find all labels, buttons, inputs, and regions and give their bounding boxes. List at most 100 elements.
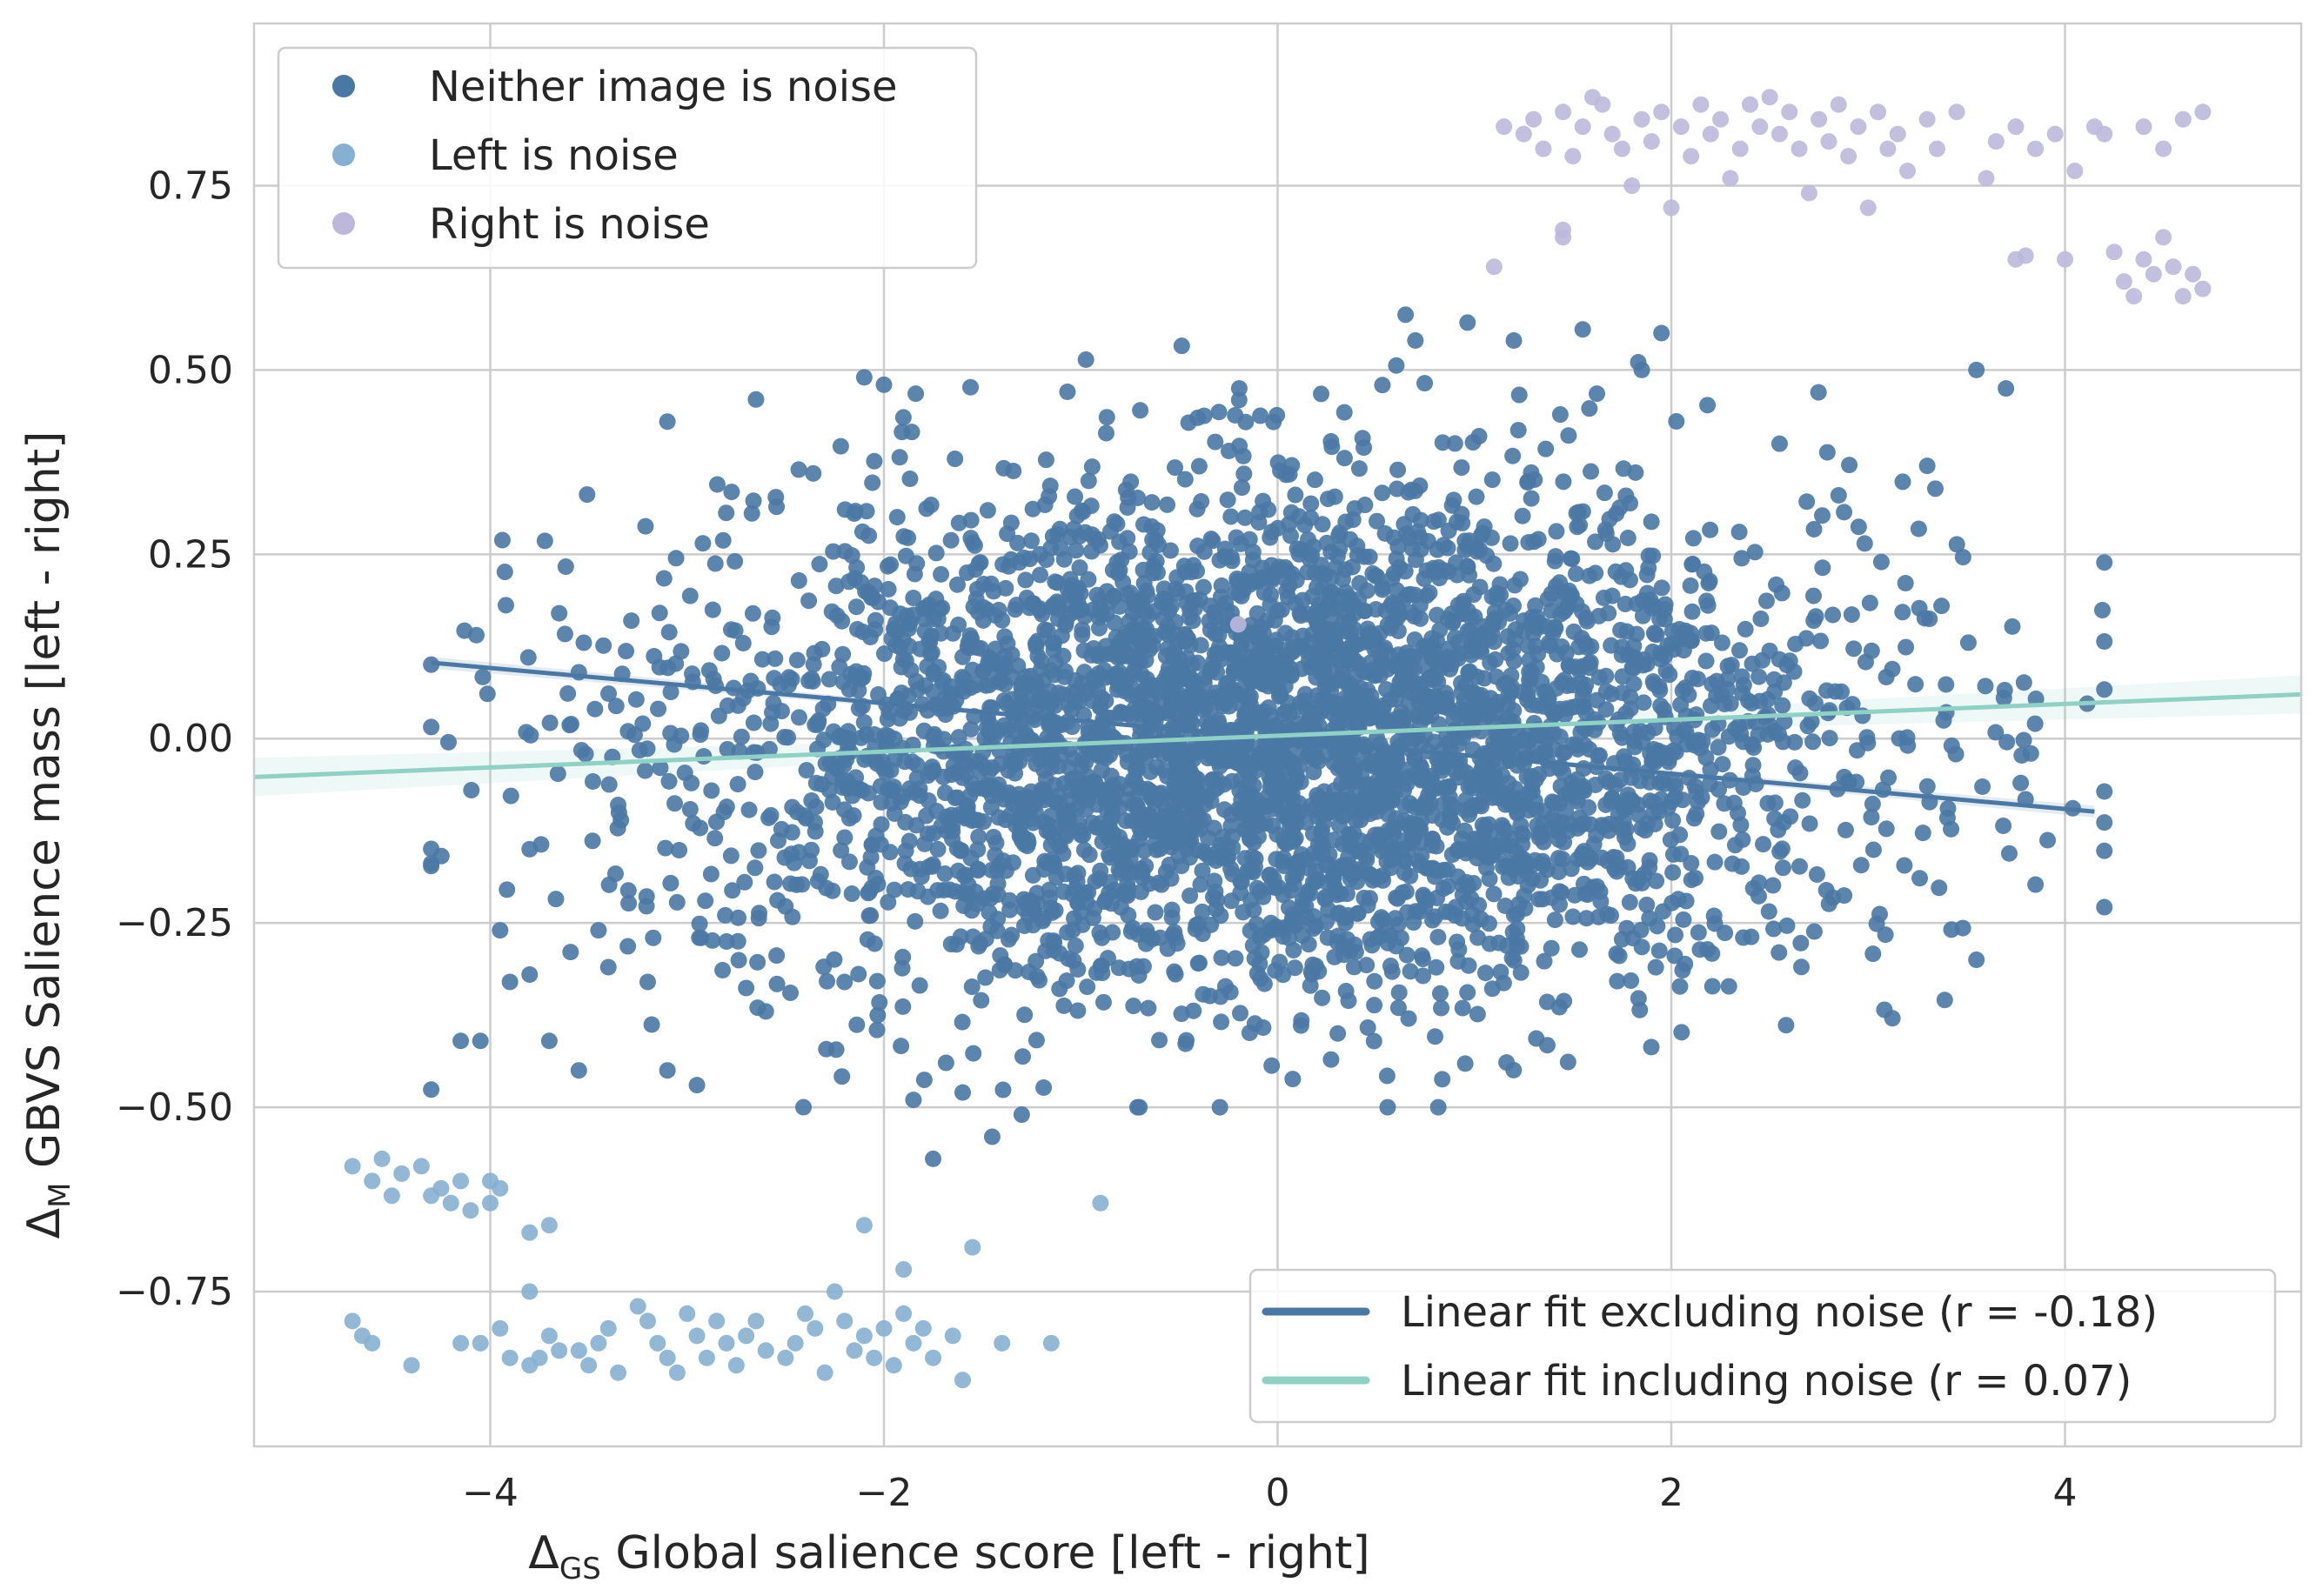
scatter-point-neither-noise: [722, 847, 740, 865]
scatter-point-neither-noise: [1075, 841, 1093, 858]
scatter-point-neither-noise: [843, 885, 860, 903]
scatter-point-neither-noise: [2012, 774, 2030, 791]
scatter-point-right-noise: [1633, 110, 1650, 128]
scatter-point-neither-noise: [1852, 857, 1870, 874]
scatter-point-neither-noise: [1165, 800, 1182, 818]
scatter-point-neither-noise: [1009, 534, 1027, 551]
scatter-point-neither-noise: [1313, 825, 1330, 842]
scatter-point-neither-noise: [1382, 758, 1400, 775]
scatter-point-neither-noise: [1088, 586, 1106, 604]
scatter-point-neither-noise: [1483, 471, 1501, 489]
scatter-point-neither-noise: [549, 765, 566, 783]
scatter-point-neither-noise: [1630, 990, 1647, 1007]
scatter-point-neither-noise: [1305, 764, 1322, 781]
scatter-point-neither-noise: [1777, 1017, 1795, 1034]
scatter-point-neither-noise: [1701, 775, 1718, 792]
scatter-point-neither-noise: [1574, 321, 1591, 338]
scatter-point-neither-noise: [1359, 1018, 1376, 1036]
scatter-point-neither-noise: [907, 817, 925, 834]
scatter-point-neither-noise: [818, 1040, 835, 1058]
scatter-point-neither-noise: [1195, 543, 1213, 560]
scatter-point-neither-noise: [1568, 565, 1585, 583]
scatter-point-neither-noise: [1355, 889, 1373, 906]
scatter-point-neither-noise: [1510, 386, 1528, 404]
scatter-point-neither-noise: [1244, 864, 1262, 881]
scatter-point-neither-noise: [833, 842, 850, 859]
scatter-point-neither-noise: [1202, 621, 1219, 638]
scatter-point-neither-noise: [1590, 908, 1607, 925]
scatter-point-neither-noise: [1845, 640, 1863, 658]
scatter-point-neither-noise: [1622, 495, 1639, 512]
scatter-point-left-noise: [412, 1158, 430, 1175]
scatter-point-neither-noise: [982, 575, 1000, 592]
scatter-point-neither-noise: [692, 726, 709, 744]
scatter-point-neither-noise: [2039, 831, 2057, 849]
scatter-point-neither-noise: [908, 770, 926, 787]
scatter-point-neither-noise: [1638, 896, 1656, 913]
scatter-point-neither-noise: [1449, 650, 1467, 667]
scatter-point-neither-noise: [954, 679, 972, 697]
scatter-point-neither-noise: [800, 592, 818, 610]
scatter-point-neither-noise: [1472, 527, 1489, 544]
scatter-point-neither-noise: [1036, 621, 1054, 638]
scatter-point-neither-noise: [1281, 577, 1298, 594]
scatter-point-neither-noise: [1591, 883, 1609, 900]
scatter-point-neither-noise: [924, 856, 941, 873]
scatter-point-right-noise: [1850, 118, 1867, 136]
scatter-point-neither-noise: [1267, 962, 1284, 979]
fit-legend-box: [1248, 1268, 2277, 1424]
scatter-point-neither-noise: [1222, 860, 1240, 878]
scatter-point-neither-noise: [1910, 520, 1927, 538]
scatter-point-neither-noise: [1620, 791, 1637, 808]
scatter-point-neither-noise: [1341, 791, 1358, 808]
legend-label-left-noise: Left is noise: [429, 131, 679, 180]
scatter-point-neither-noise: [1253, 631, 1270, 649]
y-tick-label: 0.50: [148, 348, 233, 392]
scatter-point-neither-noise: [1080, 571, 1097, 588]
scatter-legend-box: [277, 46, 978, 270]
scatter-point-neither-noise: [694, 535, 712, 552]
scatter-point-neither-noise: [990, 673, 1007, 691]
scatter-point-neither-noise: [1704, 978, 1721, 995]
scatter-point-neither-noise: [944, 831, 961, 848]
scatter-point-neither-noise: [1548, 523, 1565, 540]
scatter-point-neither-noise: [1130, 926, 1148, 944]
scatter-point-neither-noise: [1092, 862, 1109, 879]
scatter-point-neither-noise: [1625, 675, 1643, 692]
scatter-point-neither-noise: [1821, 702, 1838, 719]
scatter-point-neither-noise: [1101, 874, 1119, 891]
scatter-point-neither-noise: [1188, 795, 1205, 812]
scatter-point-neither-noise: [638, 888, 655, 905]
scatter-point-neither-noise: [1995, 818, 2012, 835]
scatter-point-neither-noise: [1555, 473, 1572, 491]
scatter-point-neither-noise: [764, 704, 781, 721]
scatter-point-neither-noise: [691, 915, 708, 932]
scatter-point-neither-noise: [1067, 881, 1084, 898]
scatter-point-right-noise: [1712, 110, 1730, 128]
scatter-point-neither-noise: [1235, 798, 1252, 816]
scatter-point-neither-noise: [1044, 597, 1061, 614]
scatter-point-neither-noise: [876, 645, 894, 663]
scatter-point-right-noise: [2145, 265, 2162, 283]
scatter-point-neither-noise: [1733, 550, 1750, 567]
x-tick-label: −2: [856, 1471, 913, 1515]
scatter-point-neither-noise: [1657, 596, 1674, 613]
scatter-point-neither-noise: [1938, 676, 1955, 693]
scatter-point-neither-noise: [1176, 471, 1194, 488]
scatter-point-neither-noise: [867, 869, 885, 886]
scatter-point-neither-noise: [942, 531, 960, 549]
scatter-point-right-noise: [2027, 140, 2045, 157]
scatter-point-neither-noise: [1878, 668, 1895, 685]
scatter-point-neither-noise: [1918, 457, 1936, 475]
scatter-point-neither-noise: [1130, 831, 1148, 849]
scatter-point-neither-noise: [1824, 606, 1842, 624]
scatter-point-right-noise: [2096, 125, 2113, 143]
scatter-point-neither-noise: [1615, 822, 1632, 839]
scatter-point-neither-noise: [1702, 697, 1719, 714]
scatter-point-neither-noise: [1458, 558, 1476, 575]
scatter-point-left-noise: [1092, 1194, 1109, 1212]
scatter-point-neither-noise: [1708, 672, 1725, 690]
scatter-point-neither-noise: [1365, 1032, 1382, 1050]
scatter-point-neither-noise: [666, 795, 683, 812]
scatter-point-neither-noise: [1770, 435, 1788, 452]
